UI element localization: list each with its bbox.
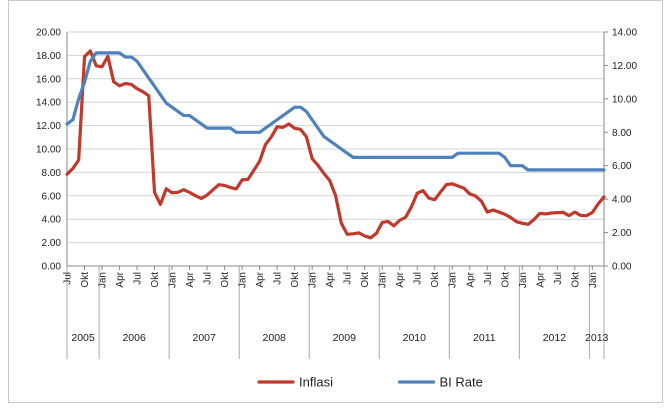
series-line-bi-rate: [65, 51, 606, 172]
x-tick-label: Okt: [80, 272, 91, 288]
x-tick-label: Jul: [483, 272, 494, 285]
x-tick-label: Jul: [133, 272, 144, 285]
x-axis-year-labels: 2005 2006 2007 2008 2009 2010 2011 2012 2013: [71, 332, 608, 344]
y-right-tick-label: 10.00: [612, 94, 637, 105]
y-left-tick-label: 6.00: [42, 191, 62, 202]
chart-frame: 0.00 2.00 4.00 6.00 8.00 10.00 12.00 14.00 16.00…: [8, 0, 663, 403]
x-tick-label: Jan: [238, 272, 249, 288]
x-tick-label: Jan: [448, 272, 459, 288]
x-tick-label: Okt: [500, 272, 511, 288]
line-chart: 0.00 2.00 4.00 6.00 8.00 10.00 12.00 14.00 16.00…: [36, 28, 637, 390]
x-tick-label: Jul: [343, 272, 354, 285]
x-tick-label: Okt: [430, 272, 441, 288]
x-tick-label: Jan: [168, 272, 179, 288]
series-line-inflasi: [65, 49, 606, 240]
y-right-tick-label: 2.00: [612, 228, 632, 239]
y-right-tick-label: 6.00: [612, 161, 632, 172]
y-left-tick-label: 18.00: [36, 51, 61, 62]
x-tick-label: Apr: [535, 271, 546, 287]
year-label: 2011: [473, 332, 496, 344]
x-tick-label: Jan: [98, 272, 109, 288]
year-label: 2006: [122, 332, 146, 344]
x-tick-label: Jul: [203, 272, 214, 285]
x-tick-label: Jul: [553, 272, 564, 285]
y-right-tick-label: 0.00: [612, 262, 632, 273]
x-tick-label: Jan: [308, 272, 319, 288]
y-right-tick-label: 12.00: [612, 61, 637, 72]
x-axis-month-ticks: Jul Okt Jan Apr Jul Okt Jan Apr Jul Okt Jan Apr Jul O…: [63, 271, 599, 288]
gridlines: [67, 31, 604, 267]
year-label: 2005: [71, 332, 95, 344]
y-right-tick-label: 4.00: [612, 195, 632, 206]
x-tick-label: Apr: [395, 271, 406, 287]
x-tick-label: Okt: [290, 272, 301, 288]
x-tick-label: Apr: [255, 271, 266, 287]
y-left-tick-label: 14.00: [36, 98, 61, 109]
y-axis-right-ticks: 0.00 2.00 4.00 6.00 8.00 10.00 12.00 14.00: [612, 28, 637, 273]
series-lines: [65, 49, 606, 240]
axes: [66, 31, 608, 359]
y-left-tick-label: 0.00: [42, 262, 62, 273]
year-label: 2013: [585, 332, 609, 344]
y-left-tick-label: 10.00: [36, 145, 61, 156]
legend-label-inflasi: Inflasi: [299, 375, 333, 390]
x-tick-label: Okt: [220, 272, 231, 288]
x-tick-label: Apr: [115, 271, 126, 287]
legend: Inflasi BI Rate: [257, 375, 483, 390]
year-label: 2009: [333, 332, 357, 344]
x-tick-label: Jul: [63, 272, 74, 285]
y-axis-left-ticks: 0.00 2.00 4.00 6.00 8.00 10.00 12.00 14.00 16.00…: [36, 28, 61, 273]
x-tick-label: Jan: [378, 272, 389, 288]
y-right-tick-label: 8.00: [612, 128, 632, 139]
x-tick-label: Apr: [325, 271, 336, 287]
x-tick-label: Jan: [518, 272, 529, 288]
y-left-tick-label: 16.00: [36, 74, 61, 85]
y-left-tick-label: 20.00: [36, 28, 61, 39]
x-tick-label: Jul: [273, 272, 284, 285]
x-tick-label: Apr: [185, 271, 196, 287]
y-left-tick-label: 8.00: [42, 168, 62, 179]
x-tick-label: Okt: [570, 272, 581, 288]
x-tick-label: Jul: [413, 272, 424, 285]
year-label: 2008: [263, 332, 287, 344]
year-label: 2012: [543, 332, 567, 344]
year-label: 2007: [192, 332, 216, 344]
y-left-tick-label: 2.00: [42, 238, 62, 249]
y-left-tick-label: 4.00: [42, 215, 62, 226]
y-right-tick-label: 14.00: [612, 28, 637, 39]
x-tick-label: Okt: [360, 272, 371, 288]
x-tick-label: Jan: [588, 272, 599, 288]
y-left-tick-label: 12.00: [36, 121, 61, 132]
legend-label-bi-rate: BI Rate: [440, 375, 483, 390]
year-label: 2010: [403, 332, 427, 344]
x-tick-label: Okt: [150, 272, 161, 288]
x-tick-label: Apr: [465, 271, 476, 287]
